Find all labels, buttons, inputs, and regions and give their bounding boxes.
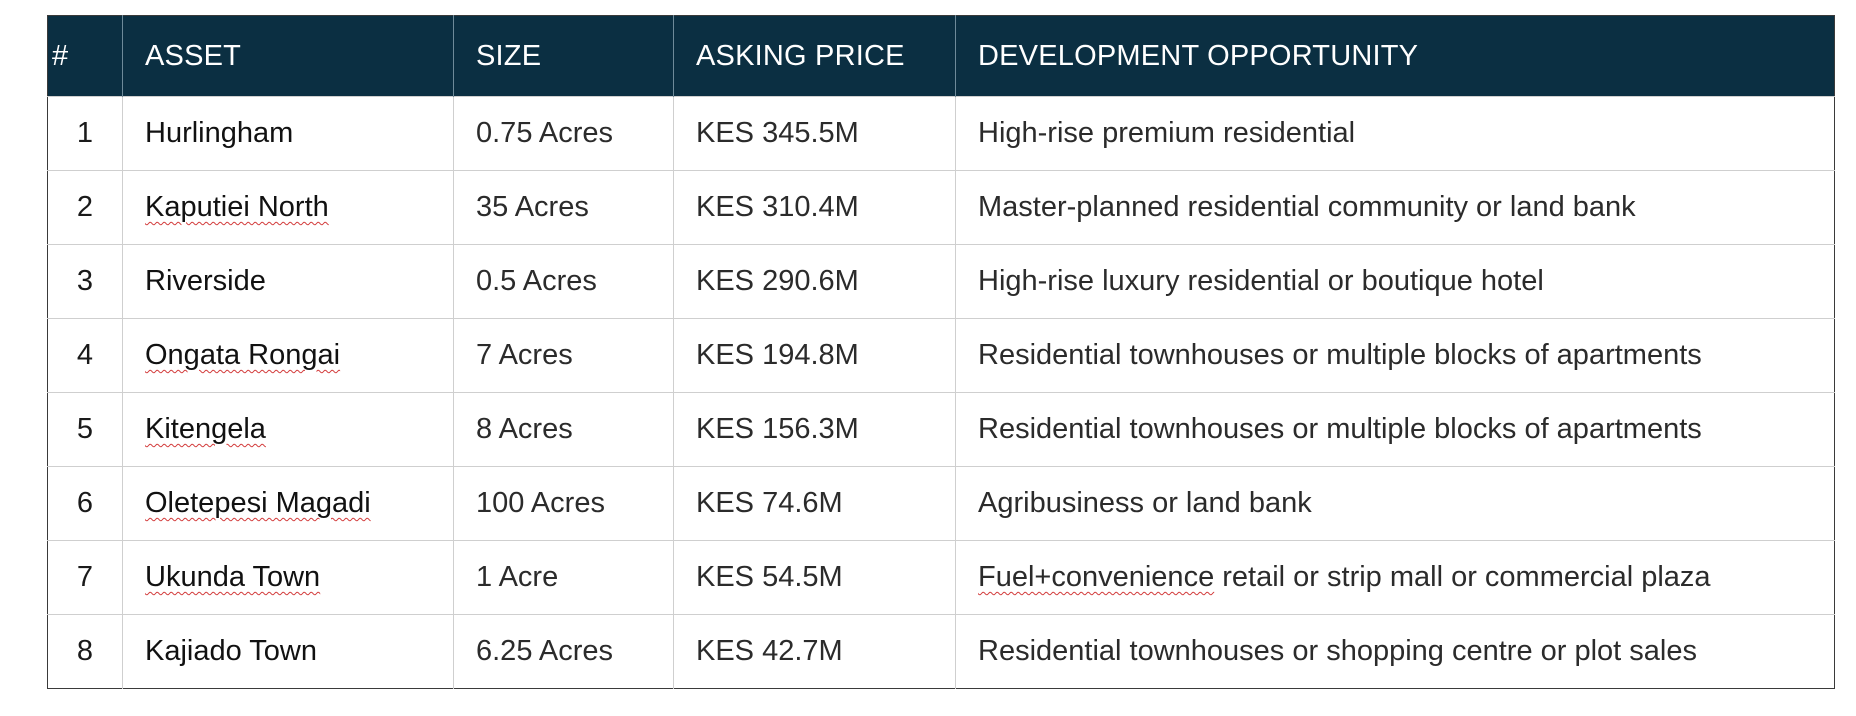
asset-size: 35 Acres bbox=[453, 170, 674, 245]
asset-name-text: Kaputiei North bbox=[145, 191, 329, 223]
development-opportunity-rest: retail or strip mall or commercial plaza bbox=[1214, 561, 1711, 593]
asset-size: 6.25 Acres bbox=[453, 614, 674, 689]
table-row: 6 Oletepesi Magadi 100 Acres KES 74.6M A… bbox=[47, 466, 1835, 541]
column-header-asset: ASSET bbox=[122, 15, 454, 97]
asset-name: Ongata Rongai bbox=[122, 318, 454, 393]
asset-name-text: Ukunda Town bbox=[145, 561, 321, 593]
asset-name-text: Kitengela bbox=[145, 413, 266, 445]
table-row: 5 Kitengela 8 Acres KES 156.3M Residenti… bbox=[47, 392, 1835, 467]
asking-price: KES 194.8M bbox=[673, 318, 956, 393]
asset-name: Oletepesi Magadi bbox=[122, 466, 454, 541]
asset-name: Kaputiei North bbox=[122, 170, 454, 245]
asset-name-text: Ongata Rongai bbox=[145, 339, 341, 371]
asking-price: KES 290.6M bbox=[673, 244, 956, 319]
asset-name-text: Riverside bbox=[145, 265, 266, 297]
row-number: 5 bbox=[47, 392, 123, 467]
asset-name: Riverside bbox=[122, 244, 454, 319]
asset-table: # ASSET SIZE ASKING PRICE DEVELOPMENT OP… bbox=[47, 15, 1835, 689]
row-number: 8 bbox=[47, 614, 123, 689]
asset-table-container: # ASSET SIZE ASKING PRICE DEVELOPMENT OP… bbox=[47, 15, 1835, 689]
development-opportunity: Fuel+convenience retail or strip mall or… bbox=[955, 540, 1835, 615]
table-row: 8 Kajiado Town 6.25 Acres KES 42.7M Resi… bbox=[47, 614, 1835, 689]
asset-name: Kajiado Town bbox=[122, 614, 454, 689]
asking-price: KES 74.6M bbox=[673, 466, 956, 541]
development-opportunity: Master-planned residential community or … bbox=[955, 170, 1835, 245]
development-opportunity: High-rise luxury residential or boutique… bbox=[955, 244, 1835, 319]
development-opportunity: High-rise premium residential bbox=[955, 96, 1835, 171]
row-number: 1 bbox=[47, 96, 123, 171]
column-header-asking-price: ASKING PRICE bbox=[673, 15, 956, 97]
asking-price: KES 345.5M bbox=[673, 96, 956, 171]
table-row: 2 Kaputiei North 35 Acres KES 310.4M Mas… bbox=[47, 170, 1835, 245]
development-opportunity-prefix: Fuel+convenience bbox=[978, 561, 1215, 593]
development-opportunity: Agribusiness or land bank bbox=[955, 466, 1835, 541]
table-header: # ASSET SIZE ASKING PRICE DEVELOPMENT OP… bbox=[47, 15, 1835, 97]
asset-name: Ukunda Town bbox=[122, 540, 454, 615]
asking-price: KES 42.7M bbox=[673, 614, 956, 689]
development-opportunity: Residential townhouses or multiple block… bbox=[955, 392, 1835, 467]
asset-name-text: Hurlingham bbox=[145, 117, 294, 149]
development-opportunity: Residential townhouses or shopping centr… bbox=[955, 614, 1835, 689]
asset-name: Kitengela bbox=[122, 392, 454, 467]
row-number: 3 bbox=[47, 244, 123, 319]
asking-price: KES 54.5M bbox=[673, 540, 956, 615]
asset-size: 100 Acres bbox=[453, 466, 674, 541]
asset-size: 8 Acres bbox=[453, 392, 674, 467]
header-row: # ASSET SIZE ASKING PRICE DEVELOPMENT OP… bbox=[47, 15, 1835, 97]
table-body: 1 Hurlingham 0.75 Acres KES 345.5M High-… bbox=[47, 96, 1835, 689]
row-number: 7 bbox=[47, 540, 123, 615]
table-row: 1 Hurlingham 0.75 Acres KES 345.5M High-… bbox=[47, 96, 1835, 171]
column-header-development-opportunity: DEVELOPMENT OPPORTUNITY bbox=[955, 15, 1835, 97]
asking-price: KES 310.4M bbox=[673, 170, 956, 245]
table-row: 4 Ongata Rongai 7 Acres KES 194.8M Resid… bbox=[47, 318, 1835, 393]
asking-price: KES 156.3M bbox=[673, 392, 956, 467]
asset-name-text: Kajiado Town bbox=[145, 635, 317, 667]
row-number: 6 bbox=[47, 466, 123, 541]
table-row: 3 Riverside 0.5 Acres KES 290.6M High-ri… bbox=[47, 244, 1835, 319]
asset-size: 0.5 Acres bbox=[453, 244, 674, 319]
table-row: 7 Ukunda Town 1 Acre KES 54.5M Fuel+conv… bbox=[47, 540, 1835, 615]
asset-name: Hurlingham bbox=[122, 96, 454, 171]
asset-size: 7 Acres bbox=[453, 318, 674, 393]
asset-size: 1 Acre bbox=[453, 540, 674, 615]
row-number: 2 bbox=[47, 170, 123, 245]
asset-size: 0.75 Acres bbox=[453, 96, 674, 171]
development-opportunity: Residential townhouses or multiple block… bbox=[955, 318, 1835, 393]
asset-name-text: Oletepesi Magadi bbox=[145, 487, 371, 519]
row-number: 4 bbox=[47, 318, 123, 393]
column-header-number: # bbox=[47, 15, 123, 97]
column-header-size: SIZE bbox=[453, 15, 674, 97]
